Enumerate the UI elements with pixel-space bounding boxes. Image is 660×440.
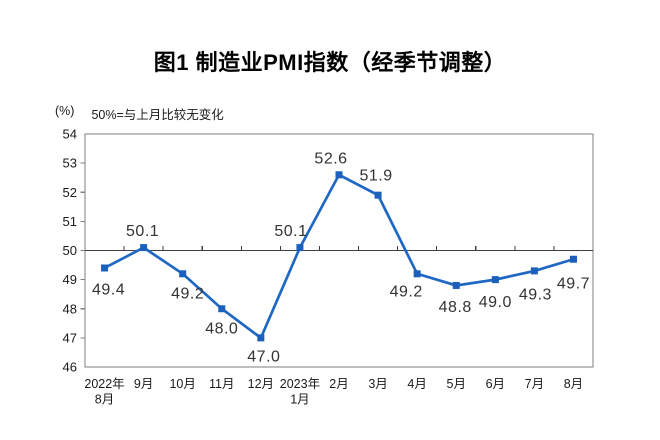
x-axis-label: 10月 xyxy=(169,377,195,391)
data-point-label: 49.7 xyxy=(557,276,590,293)
data-point-marker xyxy=(179,270,187,278)
x-axis-label: 3月 xyxy=(368,377,387,391)
data-point-label: 50.1 xyxy=(274,223,307,240)
y-axis-tick-label: 51 xyxy=(63,214,77,229)
data-point-marker xyxy=(491,276,499,284)
reference-line-note: 50%=与上月比较无变化 xyxy=(91,108,224,122)
x-axis-label: 2022年 xyxy=(84,377,124,391)
x-axis-label: 2月 xyxy=(329,377,348,391)
y-axis-tick-label: 49 xyxy=(63,272,77,287)
data-point-marker xyxy=(257,334,265,342)
x-axis-label: 2023年 xyxy=(280,377,320,391)
data-point-label: 47.0 xyxy=(247,348,280,365)
x-axis-label: 6月 xyxy=(486,377,505,391)
data-point-marker xyxy=(530,267,538,275)
x-axis-label: 4月 xyxy=(407,377,426,391)
chart-title: 图1 制造业PMI指数（经季节调整） xyxy=(153,50,507,75)
data-point-marker xyxy=(218,305,226,313)
data-point-marker xyxy=(140,244,148,252)
y-axis-tick-label: 47 xyxy=(63,330,77,345)
data-point-label: 48.8 xyxy=(439,299,472,316)
data-point-label: 49.2 xyxy=(171,285,204,302)
data-point-marker xyxy=(335,171,343,179)
data-point-marker xyxy=(374,191,382,199)
data-point-marker xyxy=(413,270,421,278)
data-point-label: 50.1 xyxy=(126,223,159,240)
data-point-label: 51.9 xyxy=(360,168,393,185)
y-axis-tick-label: 54 xyxy=(63,127,77,142)
x-axis-label: 12月 xyxy=(248,377,274,391)
x-axis-label: 8月 xyxy=(95,393,114,407)
x-axis-label: 7月 xyxy=(525,377,544,391)
data-point-marker xyxy=(569,255,577,263)
x-axis-label: 1月 xyxy=(290,393,309,407)
y-axis-tick-label: 50 xyxy=(63,243,77,258)
y-axis-unit-label: (%) xyxy=(55,104,75,118)
y-axis-tick-label: 53 xyxy=(63,156,77,171)
y-axis-tick-label: 52 xyxy=(63,185,77,200)
data-point-label: 49.3 xyxy=(519,286,552,303)
data-point-marker xyxy=(452,281,460,289)
data-point-label: 52.6 xyxy=(314,150,347,167)
data-point-label: 49.0 xyxy=(479,294,512,311)
x-axis-label: 11月 xyxy=(209,377,234,391)
pmi-series-line xyxy=(103,172,575,340)
data-point-label: 49.2 xyxy=(390,283,423,300)
y-axis-tick-label: 48 xyxy=(63,301,77,316)
chart-subtitle-row: (%) 50%=与上月比较无变化 xyxy=(55,104,224,123)
data-point-marker xyxy=(101,264,109,272)
x-axis-label: 5月 xyxy=(447,377,466,391)
data-point-marker xyxy=(296,244,304,252)
y-axis-tick-label: 46 xyxy=(63,360,77,375)
data-point-label: 49.4 xyxy=(92,281,125,298)
x-axis-label: 8月 xyxy=(564,377,583,391)
x-axis-label: 9月 xyxy=(134,377,153,391)
data-point-label: 48.0 xyxy=(205,320,238,337)
